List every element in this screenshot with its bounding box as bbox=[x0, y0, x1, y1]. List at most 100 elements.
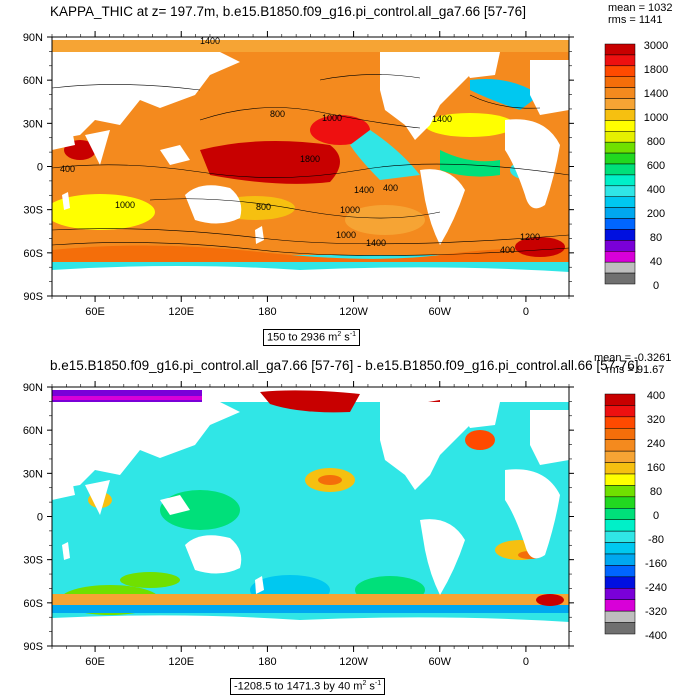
colorbar-swatch bbox=[604, 599, 636, 612]
longitude-labels: 60E 120E 180 120W 60W 0 bbox=[85, 306, 529, 318]
colorbar-swatch bbox=[604, 565, 636, 578]
colorbar-label: -320 bbox=[645, 606, 667, 618]
colorbar-swatch bbox=[604, 496, 636, 509]
north-america-landmass bbox=[380, 402, 470, 490]
contour-label: 1000 bbox=[336, 230, 356, 240]
continents bbox=[52, 402, 569, 646]
colorbar-swatch bbox=[604, 196, 636, 208]
south-america-landmass bbox=[420, 519, 465, 595]
map-title: KAPPA_THIC at z= 197.7m, b.e15.B1850.f09… bbox=[50, 4, 526, 19]
colorbar-label: 80 bbox=[650, 232, 662, 244]
lat-label: 90S bbox=[23, 641, 43, 653]
axis-ticks bbox=[47, 31, 574, 302]
colorbar-label: 600 bbox=[647, 160, 665, 172]
difference-panel: b.e15.B1850.f09_g16.pi_control.all_ga7.6… bbox=[0, 350, 700, 700]
lat-label: 60S bbox=[23, 598, 43, 610]
colorbar-label: 800 bbox=[647, 136, 665, 148]
colorbar-swatch bbox=[604, 174, 636, 187]
equatorial-max bbox=[200, 141, 340, 184]
colorbar-label: 0 bbox=[653, 510, 659, 522]
colorbar-swatch bbox=[604, 131, 636, 143]
colorbar-label: 240 bbox=[647, 438, 665, 450]
colorbar-label: -160 bbox=[645, 558, 667, 570]
colorbar-swatch bbox=[604, 152, 636, 165]
antarctica-landmass bbox=[52, 266, 569, 296]
lat-label: 30N bbox=[23, 118, 43, 130]
colorbar-label: -400 bbox=[645, 630, 667, 642]
colorbar-swatch bbox=[604, 185, 636, 197]
rms-value: rms = 91.67 bbox=[606, 364, 665, 376]
lat-label: 90N bbox=[23, 382, 43, 394]
colorbar-label: 1000 bbox=[644, 112, 668, 124]
australia-landmass bbox=[185, 185, 242, 224]
lon-label: 0 bbox=[523, 656, 529, 668]
mean-value: mean = -0.3261 bbox=[594, 352, 672, 364]
contour-labels: 1400 800 1000 1800 1400 800 1000 1000 14… bbox=[60, 36, 540, 255]
asia-landmass bbox=[52, 52, 240, 140]
contour-label: 1000 bbox=[322, 113, 342, 123]
north-pacific-max bbox=[310, 115, 370, 145]
lat-label: 30S bbox=[23, 205, 43, 217]
east-pacific-low bbox=[350, 130, 420, 180]
colorbar-swatch bbox=[604, 473, 636, 486]
colorbar-swatch bbox=[604, 207, 636, 219]
acc-band bbox=[52, 245, 569, 262]
colorbar-swatch bbox=[604, 485, 636, 498]
lat-label: 0 bbox=[37, 162, 43, 174]
colorbar bbox=[604, 393, 636, 635]
colorbar-label: 1800 bbox=[644, 64, 668, 76]
contour-label: 400 bbox=[383, 183, 398, 193]
colorbar-swatch bbox=[604, 439, 636, 452]
colorbar-swatch bbox=[604, 542, 636, 555]
contour-label: 400 bbox=[500, 245, 515, 255]
colorbar bbox=[604, 43, 636, 285]
colorbar-swatch bbox=[604, 393, 636, 406]
colorbar-swatch bbox=[604, 610, 636, 623]
colorbar-label: 40 bbox=[650, 256, 662, 268]
colorbar-swatch bbox=[604, 576, 636, 589]
colorbar-swatch bbox=[604, 508, 636, 520]
lon-label: 120E bbox=[168, 306, 194, 318]
colorbar-label: -240 bbox=[645, 582, 667, 594]
colorbar-label: 3000 bbox=[644, 40, 668, 52]
continents bbox=[52, 52, 569, 296]
contour-label: 1400 bbox=[354, 185, 374, 195]
lat-label: 0 bbox=[37, 512, 43, 524]
colorbar-swatch bbox=[604, 54, 636, 67]
kappa-thic-panel: KAPPA_THIC at z= 197.7m, b.e15.B1850.f09… bbox=[23, 2, 673, 346]
lon-label: 60W bbox=[428, 306, 451, 318]
arctic-strip bbox=[52, 40, 569, 52]
rms-value: rms = 1141 bbox=[608, 14, 663, 26]
contour-label: 1400 bbox=[200, 36, 220, 46]
lon-label: 120W bbox=[339, 656, 368, 668]
contour-label: 1400 bbox=[366, 238, 386, 248]
lat-label: 30S bbox=[23, 555, 43, 567]
australia-landmass bbox=[185, 535, 242, 574]
contour-label: 1000 bbox=[115, 200, 135, 210]
colorbar-swatch bbox=[604, 405, 636, 418]
contour-label: 1200 bbox=[520, 232, 540, 242]
colorbar-swatch bbox=[604, 251, 636, 263]
colorbar-label: -80 bbox=[648, 534, 664, 546]
north-america-landmass bbox=[380, 52, 470, 140]
colorbar-swatch bbox=[604, 416, 636, 429]
ocean-field bbox=[52, 40, 569, 296]
atlantic-min bbox=[425, 113, 515, 137]
lon-label: 180 bbox=[258, 306, 276, 318]
lat-label: 60S bbox=[23, 248, 43, 260]
colorbar-swatch bbox=[604, 120, 636, 132]
colorbar-label: 1400 bbox=[644, 88, 668, 100]
colorbar-label: 200 bbox=[647, 208, 665, 220]
colorbar-swatch bbox=[604, 141, 636, 154]
labrador-low bbox=[470, 79, 540, 110]
colorbar-swatch bbox=[604, 65, 636, 77]
latitude-labels: 90N 60N 30N 0 30S 60S 90S bbox=[23, 382, 43, 653]
lon-label: 180 bbox=[258, 656, 276, 668]
colorbar-swatch bbox=[604, 76, 636, 88]
contour-label: 800 bbox=[270, 109, 285, 119]
colorbar-label: 320 bbox=[647, 414, 665, 426]
range-label: -1208.5 to 1471.3 by 40 m2 s-1 bbox=[230, 678, 386, 695]
lat-label: 60N bbox=[23, 425, 43, 437]
colorbar-swatch bbox=[604, 588, 636, 600]
southern-anomaly-band bbox=[52, 594, 569, 608]
